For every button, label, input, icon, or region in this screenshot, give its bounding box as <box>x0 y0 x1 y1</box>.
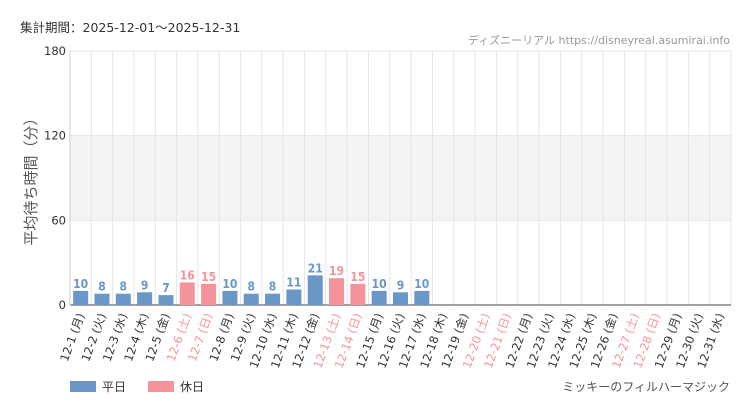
bar <box>137 292 153 305</box>
bar <box>307 275 323 305</box>
legend-swatch-holiday <box>148 381 175 392</box>
bar-value-label: 15 <box>201 270 216 284</box>
bar-value-label: 11 <box>286 275 301 289</box>
bar <box>393 292 408 305</box>
legend: 平日 休日 <box>70 378 204 395</box>
bar <box>222 290 238 305</box>
bar-value-label: 9 <box>141 278 149 292</box>
attraction-name: ミッキーのフィルハーマジック <box>562 380 730 394</box>
bar-value-label: 21 <box>308 261 323 275</box>
bar <box>371 290 387 305</box>
bar-value-label: 8 <box>247 280 255 294</box>
legend-label-holiday: 休日 <box>180 380 205 394</box>
bar-value-label: 10 <box>372 277 387 291</box>
bar-value-label: 10 <box>222 277 237 291</box>
bar-value-label: 8 <box>98 280 106 294</box>
bar <box>73 290 89 305</box>
y-tick-label: 180 <box>44 44 66 58</box>
bar-value-label: 16 <box>180 268 195 282</box>
bar-value-label: 7 <box>162 281 170 295</box>
y-tick-label: 120 <box>44 129 66 143</box>
bar <box>179 282 195 305</box>
shaded-band <box>70 135 731 221</box>
bar <box>115 293 131 305</box>
y-axis-title: 平均待ち時間（分） <box>22 110 40 245</box>
y-tick-label: 0 <box>59 298 66 312</box>
bar <box>158 295 174 305</box>
bar <box>329 278 345 305</box>
bar-value-label: 10 <box>73 277 88 291</box>
bar-value-label: 8 <box>120 280 128 294</box>
legend-swatch-weekday <box>70 381 96 392</box>
bar <box>243 293 259 305</box>
bar <box>265 293 281 305</box>
period-label: 集計期間：2025-12-01〜2025-12-31 <box>20 20 241 35</box>
bar-value-label: 9 <box>397 278 405 292</box>
site-credit: ディズニーリアル https://disneyreal.asumirai.inf… <box>467 34 730 47</box>
bar-value-label: 8 <box>269 280 277 294</box>
bar <box>201 283 217 305</box>
bar-value-label: 10 <box>414 277 429 291</box>
y-tick-label: 60 <box>51 213 66 227</box>
legend-item-holiday: 休日 <box>148 378 204 395</box>
bar <box>414 290 430 305</box>
bar-value-label: 19 <box>329 264 344 278</box>
legend-item-weekday: 平日 <box>70 378 126 395</box>
bar <box>286 289 302 305</box>
bar <box>94 293 110 305</box>
legend-label-weekday: 平日 <box>102 380 127 394</box>
bar-value-label: 15 <box>350 270 365 284</box>
bar <box>350 283 366 305</box>
